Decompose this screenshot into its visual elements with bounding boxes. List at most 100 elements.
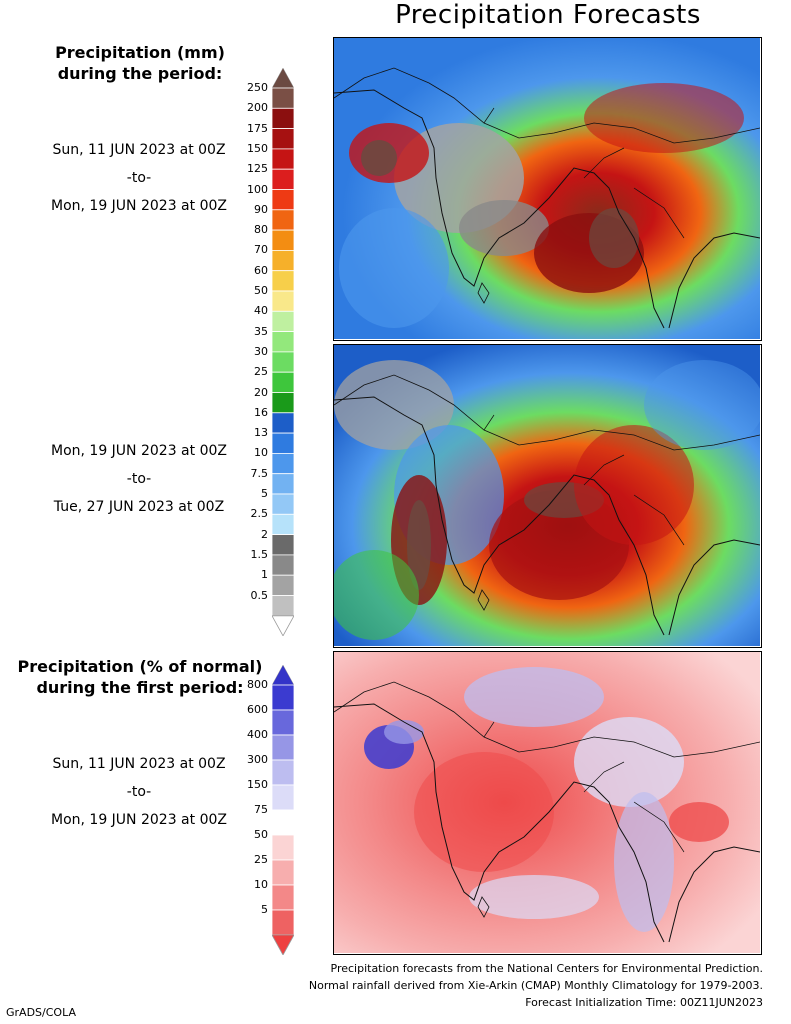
colorbar-tick-label: 80 bbox=[254, 223, 268, 237]
percent-normal-map bbox=[334, 652, 760, 953]
colorbar-tick-label: 5 bbox=[261, 487, 268, 500]
colorbar-tick-label: 200 bbox=[247, 101, 268, 115]
colorbar-tick-label: 70 bbox=[254, 243, 268, 257]
colorbar-tick-label: 125 bbox=[247, 162, 268, 176]
footer-line-3: Forecast Initialization Time: 00Z11JUN20… bbox=[525, 996, 763, 1009]
colorbar-segment bbox=[271, 392, 295, 414]
precip-mm-legend-title: Precipitation (mm) during the period: bbox=[40, 42, 240, 84]
colorbar-segment bbox=[271, 189, 295, 211]
colorbar-tick-label: 400 bbox=[247, 728, 268, 741]
colorbar-segment bbox=[271, 709, 295, 736]
period-2-label: Mon, 19 JUN 2023 at 00Z -to- Tue, 27 JUN… bbox=[20, 437, 258, 521]
legend-title-line1: Precipitation (mm) bbox=[55, 43, 225, 62]
colorbar-tick-label: 16 bbox=[254, 405, 268, 419]
colorbar-tick-label: 5 bbox=[261, 903, 268, 916]
colorbar-segment bbox=[271, 493, 295, 515]
legend-title-line1: Precipitation (% of normal) bbox=[17, 657, 263, 676]
colorbar-segment bbox=[271, 351, 295, 373]
colorbar-segment bbox=[271, 148, 295, 170]
colorbar-tick-label: 13 bbox=[254, 426, 268, 440]
footer-notes: Precipitation forecasts from the Nationa… bbox=[309, 960, 763, 1011]
colorbar-tick-label: 60 bbox=[254, 263, 268, 277]
colorbar-tick-label: 50 bbox=[254, 828, 268, 841]
period-separator: -to- bbox=[126, 471, 152, 487]
colorbar-tick-label: 100 bbox=[247, 182, 268, 196]
colorbar-segment bbox=[271, 107, 295, 129]
precip-map-week2 bbox=[334, 345, 760, 646]
colorbar-segment bbox=[271, 168, 295, 190]
colorbar-tick-label: 150 bbox=[247, 141, 268, 155]
period-3-label: Sun, 11 JUN 2023 at 00Z -to- Mon, 19 JUN… bbox=[20, 750, 258, 834]
colorbar-segment bbox=[271, 759, 295, 786]
colorbar-tick-label: 150 bbox=[247, 778, 268, 791]
map-panel-percent-normal bbox=[333, 651, 762, 955]
colorbar-segment bbox=[271, 784, 295, 811]
colorbar-segment bbox=[271, 534, 295, 556]
colorbar-segment bbox=[271, 128, 295, 150]
colorbar-segment bbox=[271, 310, 295, 333]
period-start: Mon, 19 JUN 2023 at 00Z bbox=[51, 443, 227, 459]
colorbar-top-arrow bbox=[271, 664, 295, 686]
colorbar-segment bbox=[271, 249, 295, 272]
colorbar-tick-label: 25 bbox=[254, 365, 268, 379]
colorbar-bottom-arrow bbox=[271, 615, 295, 637]
colorbar-segment bbox=[271, 734, 295, 761]
colorbar-bottom-arrow bbox=[271, 934, 295, 956]
colorbar-segment bbox=[271, 209, 295, 231]
legend-title-line2: during the period: bbox=[57, 64, 223, 83]
colorbar-tick-label: 25 bbox=[254, 853, 268, 866]
precip-mm-colorbar bbox=[271, 67, 295, 640]
period-1-label: Sun, 11 JUN 2023 at 00Z -to- Mon, 19 JUN… bbox=[20, 136, 258, 220]
colorbar-graphic bbox=[271, 67, 295, 637]
precip-map-week1 bbox=[334, 38, 760, 339]
legend-title-line2: during the first period: bbox=[36, 678, 244, 697]
page-title: Precipitation Forecasts bbox=[395, 0, 701, 30]
colorbar-segment bbox=[271, 452, 295, 475]
colorbar-tick-label: 7.5 bbox=[250, 466, 269, 480]
colorbar-tick-label: 2.5 bbox=[250, 507, 269, 521]
colorbar-tick-label: 10 bbox=[254, 878, 268, 891]
colorbar-segment bbox=[271, 884, 295, 911]
colorbar-tick-label: 40 bbox=[254, 304, 268, 318]
footer-line-2: Normal rainfall derived from Xie-Arkin (… bbox=[308, 979, 763, 992]
colorbar-tick-label: 0.5 bbox=[250, 588, 269, 602]
colorbar-tick-label: 1.5 bbox=[250, 547, 269, 561]
precip-mm-tick-labels: 250 200 175 150 125 100 90 80 70 60 50 40 35 30 25 20 16… bbox=[210, 68, 268, 624]
colorbar-tick-label: 35 bbox=[254, 324, 268, 338]
colorbar-tick-label: 175 bbox=[247, 121, 268, 135]
precip-pct-colorbar bbox=[271, 664, 295, 959]
colorbar-segment bbox=[271, 513, 295, 535]
colorbar-tick-label: 300 bbox=[247, 753, 268, 766]
period-start: Sun, 11 JUN 2023 at 00Z bbox=[52, 756, 226, 772]
colorbar-segment bbox=[271, 554, 295, 576]
colorbar-tick-label: 2 bbox=[261, 527, 268, 541]
colorbar-tick-label: 10 bbox=[254, 446, 268, 460]
colorbar-segment bbox=[271, 909, 295, 936]
colorbar-top-arrow bbox=[271, 67, 295, 89]
colorbar-segment bbox=[271, 412, 295, 434]
colorbar-segment bbox=[271, 859, 295, 886]
colorbar-tick-label: 800 bbox=[247, 678, 268, 691]
colorbar-segment bbox=[271, 595, 295, 617]
period-separator: -to- bbox=[126, 784, 152, 800]
footer-line-1: Precipitation forecasts from the Nationa… bbox=[330, 962, 764, 975]
colorbar-segment bbox=[271, 432, 295, 454]
colorbar-tick-label: 600 bbox=[247, 703, 268, 716]
colorbar-segment bbox=[271, 270, 295, 292]
colorbar-segment bbox=[271, 331, 295, 353]
map-panel-week1 bbox=[333, 37, 762, 341]
precip-pct-tick-labels: 800 600 400 300 150 75 50 25 10 5 bbox=[210, 665, 268, 945]
colorbar-segment bbox=[271, 684, 295, 711]
colorbar-tick-label: 90 bbox=[254, 202, 268, 216]
grads-cola-credit: GrADS/COLA bbox=[6, 1006, 76, 1019]
colorbar-segment bbox=[271, 371, 295, 393]
colorbar-segment bbox=[271, 834, 295, 861]
colorbar-tick-label: 75 bbox=[254, 803, 268, 816]
colorbar-segment bbox=[271, 229, 295, 251]
period-end: Mon, 19 JUN 2023 at 00Z bbox=[51, 812, 227, 828]
colorbar-segment bbox=[271, 809, 295, 836]
colorbar-segment bbox=[271, 87, 295, 109]
colorbar-tick-label: 20 bbox=[254, 385, 268, 399]
map-panel-week2 bbox=[333, 344, 762, 648]
colorbar-segment bbox=[271, 290, 295, 312]
